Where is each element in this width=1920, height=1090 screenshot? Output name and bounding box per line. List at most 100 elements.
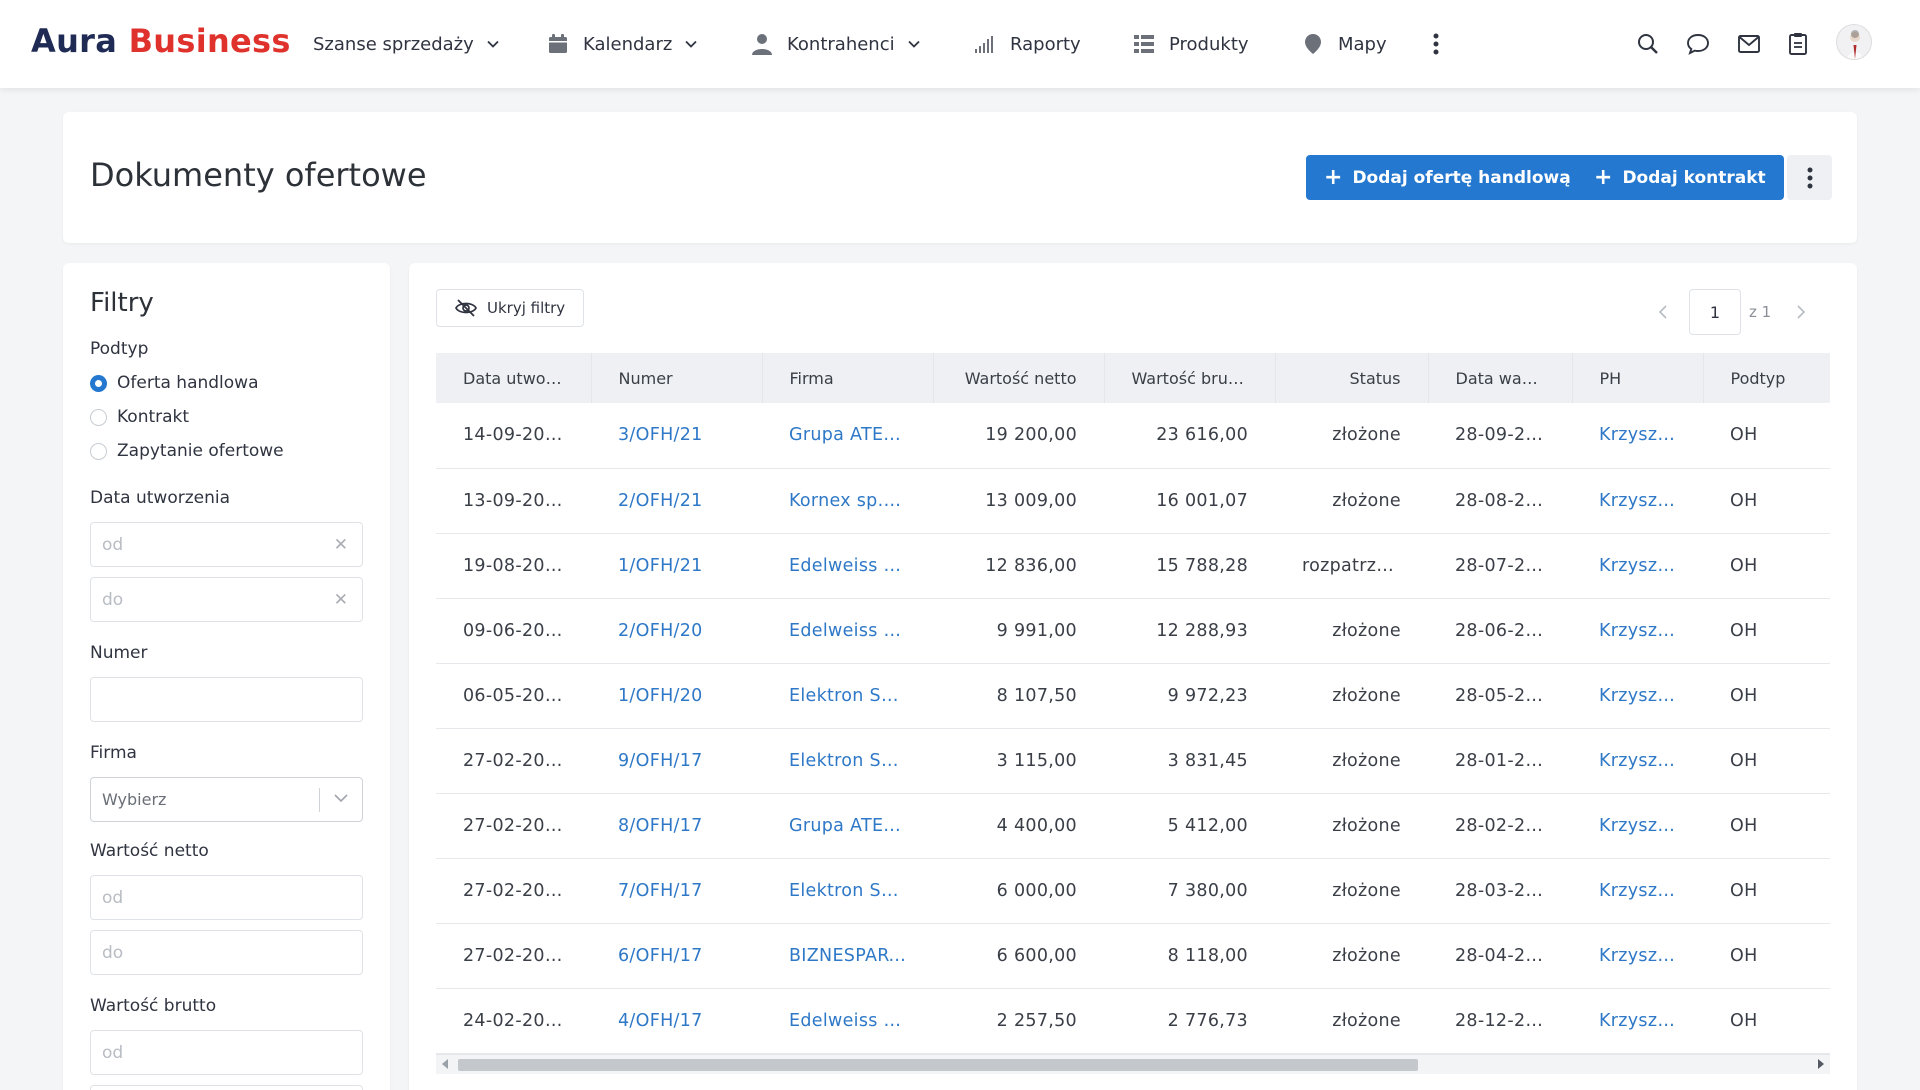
cell-created-date: 09-06-20… bbox=[436, 598, 591, 664]
horizontal-scrollbar[interactable] bbox=[436, 1054, 1830, 1074]
table-row[interactable]: 14-09-20… 3/OFH/21 Grupa ATE… 19 200,00 23 6… bbox=[436, 403, 1830, 469]
cell-company[interactable]: Edelweiss S… bbox=[762, 988, 933, 1054]
cell-sales-rep[interactable]: Krzyszt… bbox=[1572, 403, 1703, 469]
cell-company[interactable]: Grupa ATE… bbox=[762, 403, 933, 469]
column-header-sales-rep[interactable]: PH bbox=[1572, 353, 1704, 403]
column-header-subtype[interactable]: Podtyp bbox=[1703, 353, 1830, 403]
column-header-net-value[interactable]: Wartość netto bbox=[933, 353, 1105, 403]
table-row[interactable]: 27-02-20… 8/OFH/17 Grupa ATE… 4 400,00 5 412… bbox=[436, 793, 1830, 859]
column-header-valid-until[interactable]: Data waż… bbox=[1428, 353, 1573, 403]
user-avatar[interactable] bbox=[1836, 24, 1872, 60]
cell-sales-rep[interactable]: Krzyszt… bbox=[1572, 923, 1703, 989]
table-row[interactable]: 27-02-20… 6/OFH/17 BIZNESPART… 6 600,00 8 11… bbox=[436, 923, 1830, 989]
add-contract-button[interactable]: + Dodaj kontrakt bbox=[1576, 155, 1784, 200]
cell-number[interactable]: 2/OFH/21 bbox=[591, 468, 762, 534]
cell-number[interactable]: 2/OFH/20 bbox=[591, 598, 762, 664]
cell-company[interactable]: Grupa ATE… bbox=[762, 793, 933, 859]
table-row[interactable]: 13-09-20… 2/OFH/21 Kornex sp. … 13 009,00 16… bbox=[436, 468, 1830, 534]
cell-number[interactable]: 1/OFH/20 bbox=[591, 663, 762, 729]
cell-number[interactable]: 3/OFH/21 bbox=[591, 403, 762, 469]
prev-page-button[interactable] bbox=[1653, 302, 1673, 322]
cell-company[interactable]: Edelweiss S… bbox=[762, 598, 933, 664]
messages-button[interactable] bbox=[1684, 26, 1712, 62]
table-row[interactable]: 27-02-20… 7/OFH/17 Elektron Sp… 6 000,00 7 3… bbox=[436, 858, 1830, 924]
nav-item-contractors[interactable]: Kontrahenci bbox=[751, 28, 921, 60]
net-to-input[interactable]: do bbox=[90, 930, 363, 975]
column-header-gross-value[interactable]: Wartość brut… bbox=[1104, 353, 1276, 403]
column-header-created-date[interactable]: Data utwor… bbox=[436, 353, 592, 403]
cell-sales-rep[interactable]: Krzyszt… bbox=[1572, 468, 1703, 534]
nav-item-calendar[interactable]: Kalendarz bbox=[547, 28, 698, 60]
table-row[interactable]: 06-05-20… 1/OFH/20 Elektron Sp… 8 107,50 9 9… bbox=[436, 663, 1830, 729]
nav-item-products[interactable]: Produkty bbox=[1133, 28, 1249, 60]
nav-item-reports[interactable]: Raporty bbox=[974, 28, 1081, 60]
cell-sales-rep[interactable]: Krzyszt… bbox=[1572, 793, 1703, 859]
cell-gross-value: 3 831,45 bbox=[1104, 728, 1275, 794]
signal-bars-icon bbox=[975, 36, 993, 53]
table-row[interactable]: 24-02-20… 4/OFH/17 Edelweiss S… 2 257,50 2 7… bbox=[436, 988, 1830, 1054]
cell-sales-rep[interactable]: Krzyszt… bbox=[1572, 858, 1703, 924]
radio-contract[interactable]: Kontrakt bbox=[90, 407, 189, 427]
cell-number[interactable]: 9/OFH/17 bbox=[591, 728, 762, 794]
radio-offer[interactable]: Oferta handlowa bbox=[90, 373, 259, 393]
created-from-input[interactable]: od ✕ bbox=[90, 522, 363, 567]
clear-icon[interactable]: ✕ bbox=[333, 535, 348, 555]
nav-item-maps[interactable]: Mapy bbox=[1302, 28, 1387, 60]
gross-from-input[interactable]: od bbox=[90, 1030, 363, 1075]
created-to-input[interactable]: do ✕ bbox=[90, 577, 363, 622]
cell-sales-rep[interactable]: Krzyszt… bbox=[1572, 598, 1703, 664]
search-button[interactable] bbox=[1634, 26, 1662, 62]
table-row[interactable]: 09-06-20… 2/OFH/20 Edelweiss S… 9 991,00 12 … bbox=[436, 598, 1830, 664]
column-header-company[interactable]: Firma bbox=[762, 353, 934, 403]
cell-company[interactable]: BIZNESPART… bbox=[762, 923, 933, 989]
hide-filters-button[interactable]: Ukryj filtry bbox=[436, 289, 585, 327]
cell-number[interactable]: 8/OFH/17 bbox=[591, 793, 762, 859]
company-select[interactable]: Wybierz bbox=[90, 777, 363, 822]
cell-sales-rep[interactable]: Krzyszt… bbox=[1572, 663, 1703, 729]
cell-number[interactable]: 7/OFH/17 bbox=[591, 858, 762, 924]
table-row[interactable]: 19-08-20… 1/OFH/21 Edelweiss S… 12 836,00 15… bbox=[436, 533, 1830, 599]
cell-number[interactable]: 1/OFH/21 bbox=[591, 533, 762, 599]
table-row[interactable]: 27-02-20… 9/OFH/17 Elektron Sp… 3 115,00 3 8… bbox=[436, 728, 1830, 794]
chevron-down-icon bbox=[487, 40, 499, 48]
list-grid-icon bbox=[1134, 35, 1154, 53]
cell-subtype: OH bbox=[1703, 793, 1830, 859]
cell-company[interactable]: Kornex sp. … bbox=[762, 468, 933, 534]
mail-button[interactable] bbox=[1735, 26, 1763, 62]
cell-company[interactable]: Elektron Sp… bbox=[762, 728, 933, 794]
next-page-button[interactable] bbox=[1791, 302, 1811, 322]
radio-inquiry[interactable]: Zapytanie ofertowe bbox=[90, 441, 284, 461]
tasks-button[interactable] bbox=[1784, 26, 1812, 62]
cell-company[interactable]: Edelweiss S… bbox=[762, 533, 933, 599]
cell-sales-rep[interactable]: Krzyszt… bbox=[1572, 728, 1703, 794]
cell-created-date: 27-02-20… bbox=[436, 858, 591, 924]
brand-name-part1: Aura bbox=[31, 22, 118, 60]
more-menu-button[interactable] bbox=[1426, 26, 1446, 62]
cell-company[interactable]: Elektron Sp… bbox=[762, 663, 933, 729]
column-header-status[interactable]: Status bbox=[1275, 353, 1429, 403]
user-photo-icon bbox=[1847, 30, 1863, 59]
scroll-right-icon[interactable] bbox=[1818, 1059, 1824, 1069]
cell-subtype: OH bbox=[1703, 923, 1830, 989]
page-number-input[interactable]: 1 bbox=[1689, 289, 1741, 335]
cell-status: złożone bbox=[1275, 468, 1428, 534]
nav-item-sales-opportunities[interactable]: Szanse sprzedaży bbox=[313, 28, 500, 60]
cell-sales-rep[interactable]: Krzyszt… bbox=[1572, 988, 1703, 1054]
brand-logo[interactable]: Aura Business bbox=[31, 22, 291, 60]
clear-icon[interactable]: ✕ bbox=[333, 590, 348, 610]
gross-to-input[interactable]: do bbox=[90, 1085, 363, 1090]
cell-number[interactable]: 4/OFH/17 bbox=[591, 988, 762, 1054]
column-header-number[interactable]: Numer bbox=[591, 353, 763, 403]
cell-company[interactable]: Elektron Sp… bbox=[762, 858, 933, 924]
scroll-left-icon[interactable] bbox=[442, 1059, 448, 1069]
cell-subtype: OH bbox=[1703, 988, 1830, 1054]
add-offer-button[interactable]: + Dodaj ofertę handlową bbox=[1306, 155, 1589, 200]
cell-number[interactable]: 6/OFH/17 bbox=[591, 923, 762, 989]
cell-status: złożone bbox=[1275, 988, 1428, 1054]
cell-valid-until: 28-02-2… bbox=[1428, 793, 1572, 859]
number-input[interactable] bbox=[90, 677, 363, 722]
header-more-button[interactable] bbox=[1787, 155, 1832, 200]
cell-sales-rep[interactable]: Krzyszt… bbox=[1572, 533, 1703, 599]
net-from-input[interactable]: od bbox=[90, 875, 363, 920]
scrollbar-thumb[interactable] bbox=[458, 1059, 1418, 1071]
